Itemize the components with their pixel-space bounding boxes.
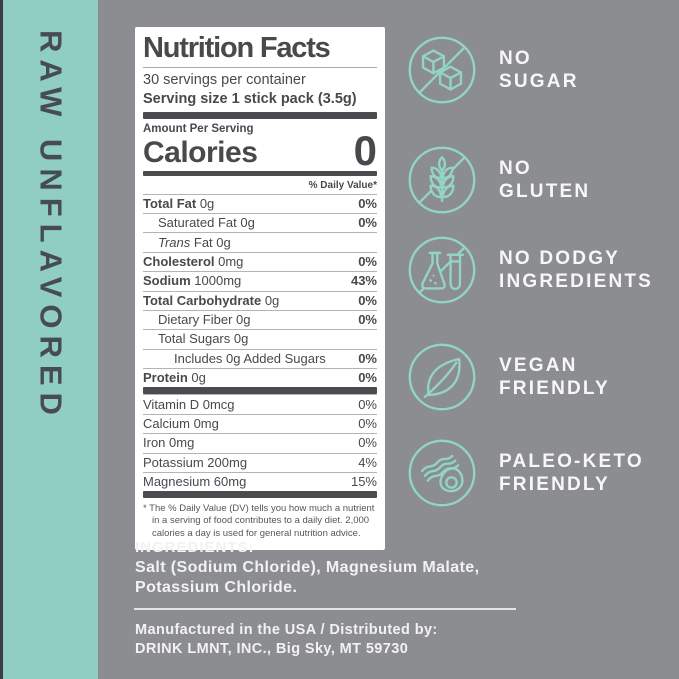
manufactured-line: Manufactured in the USA / Distributed by… xyxy=(135,622,438,638)
nutrient-daily-value: 0% xyxy=(358,195,377,211)
nutrient-row: Protein 0g 0% xyxy=(143,368,377,387)
nutrient-rows: Total Fat 0g 0% Saturated Fat 0g 0% Tran… xyxy=(143,193,377,388)
vegan-friendly-icon xyxy=(406,341,478,413)
badge-label: PALEO-KETO FRIENDLY xyxy=(499,450,644,495)
thin-rule xyxy=(143,67,377,69)
nutrient-row: Total Fat 0g 0% xyxy=(143,193,377,213)
serving-size: Serving size 1 stick pack (3.5g) xyxy=(143,90,357,107)
micronutrient-rows: Vitamin D 0mcg 0% Calcium 0mg 0% Iron 0m… xyxy=(143,394,377,491)
micronutrient-name: Vitamin D 0mcg xyxy=(143,396,235,412)
nutrition-facts-title: Nutrition Facts xyxy=(143,32,331,64)
micronutrient-daily-value: 0% xyxy=(358,396,377,412)
no-gluten-icon xyxy=(406,144,478,216)
micronutrient-row: Magnesium 60mg 15% xyxy=(143,471,377,491)
nutrient-row: Trans Fat 0g xyxy=(143,232,377,251)
micronutrient-name: Potassium 200mg xyxy=(143,454,248,470)
nutrient-row: Total Carbohydrate 0g 0% xyxy=(143,290,377,310)
badge-label: VEGAN FRIENDLY xyxy=(499,354,610,399)
badge-label: NO DODGY INGREDIENTS xyxy=(499,247,654,292)
micronutrient-daily-value: 15% xyxy=(350,474,377,490)
servings-per-container: 30 servings per container xyxy=(143,72,306,89)
amount-per-serving-label: Amount Per Serving xyxy=(143,123,254,136)
badge-no-sugar: NO SUGAR xyxy=(406,34,579,106)
nutrient-name: Dietary Fiber 0g xyxy=(158,312,251,328)
flavor-name: RAW UNFLAVORED xyxy=(33,30,69,422)
micronutrient-row: Iron 0mg 0% xyxy=(143,433,377,452)
nutrient-daily-value: 0% xyxy=(358,350,377,366)
no-sugar-icon xyxy=(406,34,478,106)
calories-row: Calories 0 xyxy=(143,127,377,175)
nutrient-daily-value: 43% xyxy=(350,273,377,289)
distributor-line: DRINK LMNT, INC., Big Sky, MT 59730 xyxy=(135,640,409,657)
thick-divider-bar xyxy=(143,491,377,499)
nutrient-name: Total Fat 0g xyxy=(143,195,215,211)
badge-vegan-friendly: VEGAN FRIENDLY xyxy=(406,341,610,413)
badge-no-gluten: NO GLUTEN xyxy=(406,144,590,216)
micronutrient-name: Calcium 0mg xyxy=(143,415,219,431)
nutrient-daily-value: 0% xyxy=(358,312,377,328)
ingredients-line: Potassium Chloride. xyxy=(135,578,298,596)
micronutrient-row: Vitamin D 0mcg 0% xyxy=(143,394,377,413)
thick-divider-bar xyxy=(143,112,377,120)
micronutrient-daily-value: 0% xyxy=(358,435,377,451)
micronutrient-daily-value: 0% xyxy=(358,415,377,431)
badge-label: NO SUGAR xyxy=(499,47,579,92)
nutrient-row: Total Sugars 0g xyxy=(143,329,377,348)
daily-value-header: % Daily Value* xyxy=(308,179,377,191)
nutrient-row: Saturated Fat 0g 0% xyxy=(143,213,377,232)
ingredients-heading: INGREDIENTS: xyxy=(135,539,255,556)
badge-no-dodgy-ingredients: NO DODGY INGREDIENTS xyxy=(406,234,653,306)
medium-divider-bar xyxy=(143,170,377,176)
badge-label: NO GLUTEN xyxy=(499,157,591,202)
nutrient-daily-value: 0% xyxy=(358,370,377,386)
micronutrient-daily-value: 4% xyxy=(358,454,377,470)
nutrition-facts-label: Nutrition Facts 30 servings per containe… xyxy=(135,27,385,550)
ingredients-line: Salt (Sodium Chloride), Magnesium Malate… xyxy=(135,558,480,576)
nutrient-name: Total Sugars 0g xyxy=(158,331,249,347)
micronutrient-row: Potassium 200mg 4% xyxy=(143,452,377,472)
calories-value: 0 xyxy=(353,127,377,175)
nutrient-name: Saturated Fat 0g xyxy=(158,215,255,231)
nutrient-name: Includes 0g Added Sugars xyxy=(174,350,326,366)
nutrient-name: Sodium 1000mg xyxy=(143,273,242,289)
nutrient-row: Sodium 1000mg 43% xyxy=(143,271,377,290)
distribution-block: Manufactured in the USA / Distributed by… xyxy=(135,621,438,659)
bottom-divider xyxy=(134,608,516,610)
micronutrient-name: Iron 0mg xyxy=(143,435,195,451)
nutrient-name: Protein 0g xyxy=(143,370,206,386)
no-dodgy-ingredients-icon xyxy=(406,234,478,306)
nutrient-name: Cholesterol 0mg xyxy=(143,253,244,269)
nutrient-name: Trans Fat 0g xyxy=(158,234,231,250)
ingredients-block: INGREDIENTS: Salt (Sodium Chloride), Mag… xyxy=(135,538,479,598)
micronutrient-name: Magnesium 60mg xyxy=(143,474,247,490)
daily-value-footnote: * The % Daily Value (DV) tells you how m… xyxy=(143,503,375,539)
flavor-strip: RAW UNFLAVORED xyxy=(0,0,98,679)
nutrient-row: Dietary Fiber 0g 0% xyxy=(143,309,377,329)
nutrient-daily-value: 0% xyxy=(358,253,377,269)
nutrient-name: Total Carbohydrate 0g xyxy=(143,292,280,308)
micronutrient-row: Calcium 0mg 0% xyxy=(143,413,377,433)
badge-paleo-keto-friendly: PALEO-KETO FRIENDLY xyxy=(406,437,644,509)
nutrient-row: Cholesterol 0mg 0% xyxy=(143,251,377,271)
nutrient-daily-value: 0% xyxy=(358,215,377,231)
nutrient-row: Includes 0g Added Sugars 0% xyxy=(143,348,377,368)
nutrient-daily-value: 0% xyxy=(358,292,377,308)
thick-divider-bar xyxy=(143,387,377,395)
paleo-keto-friendly-icon xyxy=(406,437,478,509)
calories-label: Calories xyxy=(143,135,258,169)
